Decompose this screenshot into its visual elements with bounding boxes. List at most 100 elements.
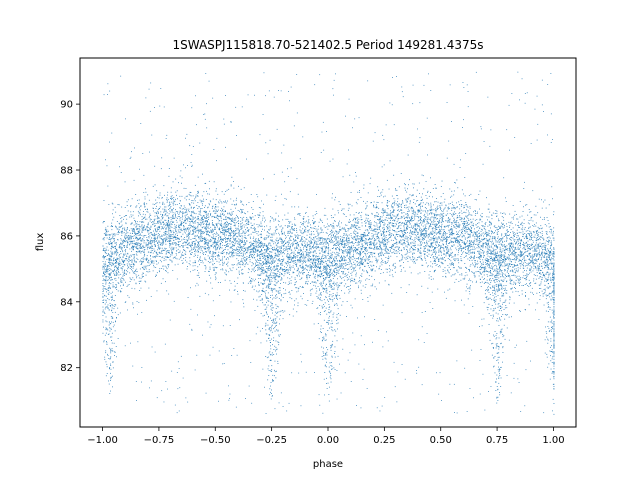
data-point xyxy=(398,209,399,211)
data-point xyxy=(534,224,535,226)
data-point xyxy=(370,241,372,242)
data-point xyxy=(230,256,232,258)
data-point xyxy=(300,259,302,261)
data-point xyxy=(282,270,284,272)
data-point xyxy=(111,248,112,250)
data-point xyxy=(262,265,263,266)
data-point xyxy=(472,242,474,243)
data-point xyxy=(364,233,366,235)
data-point xyxy=(275,239,277,241)
data-point xyxy=(503,288,505,289)
data-point xyxy=(472,244,474,246)
data-point xyxy=(481,281,483,283)
data-point xyxy=(133,237,135,239)
data-point xyxy=(134,220,135,221)
data-point xyxy=(423,219,424,221)
data-point xyxy=(546,250,548,252)
data-point xyxy=(539,227,541,229)
data-point xyxy=(341,271,342,272)
data-point xyxy=(221,253,223,254)
data-point xyxy=(313,258,315,260)
data-point xyxy=(426,202,428,204)
data-point xyxy=(149,218,151,220)
data-point xyxy=(470,285,471,287)
data-point xyxy=(509,296,511,298)
data-point xyxy=(467,218,469,219)
data-point xyxy=(269,221,271,223)
data-point xyxy=(474,231,476,233)
data-point xyxy=(213,253,215,255)
data-point xyxy=(410,259,412,261)
data-point xyxy=(165,223,167,225)
data-point xyxy=(341,304,343,306)
data-point xyxy=(275,258,277,260)
data-point xyxy=(408,197,410,199)
data-point xyxy=(337,267,339,268)
data-point xyxy=(187,229,189,230)
data-point xyxy=(284,240,286,242)
data-point xyxy=(397,218,399,219)
data-point xyxy=(121,232,122,234)
data-point xyxy=(110,255,112,257)
data-point xyxy=(197,216,199,218)
data-point xyxy=(221,225,222,227)
data-point xyxy=(512,231,514,233)
data-point xyxy=(414,203,416,205)
data-point xyxy=(121,281,123,283)
data-point xyxy=(177,211,179,213)
data-point xyxy=(464,275,466,277)
data-point xyxy=(430,226,432,227)
data-point xyxy=(165,270,166,271)
data-point xyxy=(106,231,107,232)
data-point xyxy=(336,251,338,253)
data-point xyxy=(438,221,440,223)
data-point xyxy=(129,277,131,279)
data-point xyxy=(238,229,240,231)
data-point xyxy=(389,233,391,235)
data-point xyxy=(224,222,226,223)
data-point xyxy=(165,240,167,242)
data-point xyxy=(162,208,164,210)
data-point xyxy=(268,287,270,289)
data-point xyxy=(250,283,252,284)
data-point xyxy=(488,271,490,272)
data-point xyxy=(168,257,170,258)
data-point xyxy=(549,272,551,274)
data-point xyxy=(319,268,321,269)
data-point xyxy=(332,237,334,238)
data-point xyxy=(484,224,486,226)
data-point xyxy=(464,225,466,227)
data-point xyxy=(122,227,124,229)
data-point xyxy=(251,278,252,279)
data-point xyxy=(492,259,493,261)
data-point xyxy=(502,227,504,229)
data-point xyxy=(139,234,141,236)
data-point xyxy=(278,287,280,289)
data-point xyxy=(492,261,494,262)
data-point xyxy=(126,215,127,216)
data-point xyxy=(407,220,409,221)
data-point xyxy=(280,225,282,227)
data-point xyxy=(231,211,233,213)
data-point xyxy=(168,224,170,225)
data-point xyxy=(204,271,206,272)
data-point xyxy=(267,247,269,249)
data-point xyxy=(253,289,255,291)
data-point xyxy=(437,237,439,239)
data-point xyxy=(180,228,182,230)
data-point xyxy=(356,253,358,255)
data-point xyxy=(339,248,341,250)
data-point xyxy=(314,277,316,279)
data-point xyxy=(307,230,309,232)
data-point xyxy=(409,249,411,251)
data-point xyxy=(541,279,543,281)
data-point xyxy=(109,277,111,278)
data-point xyxy=(174,224,176,226)
data-point xyxy=(172,181,174,183)
data-point xyxy=(470,243,472,245)
data-point xyxy=(441,235,443,237)
data-point xyxy=(173,199,174,201)
data-point xyxy=(302,270,304,271)
data-point xyxy=(512,237,514,239)
data-point xyxy=(215,252,216,254)
